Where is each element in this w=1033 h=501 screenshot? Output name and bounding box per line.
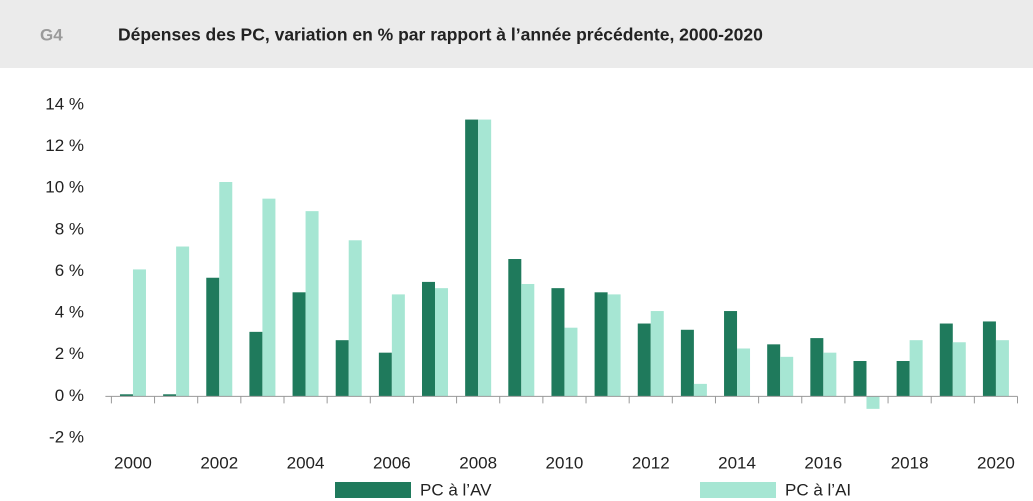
bar bbox=[564, 327, 578, 397]
bar bbox=[119, 394, 133, 397]
bar bbox=[810, 338, 824, 397]
bar bbox=[637, 323, 651, 397]
bar bbox=[551, 288, 565, 397]
bar bbox=[724, 311, 738, 397]
y-tick-label: 0 % bbox=[55, 386, 84, 405]
x-tick-label: 2014 bbox=[718, 453, 756, 472]
x-tick-label: 2016 bbox=[804, 453, 842, 472]
header-band bbox=[0, 0, 1033, 68]
bar bbox=[909, 340, 923, 397]
x-tick-label: 2006 bbox=[373, 453, 411, 472]
y-tick-label: 8 % bbox=[55, 219, 84, 238]
y-tick-label: 6 % bbox=[55, 261, 84, 280]
bar bbox=[465, 119, 479, 397]
figure-id: G4 bbox=[40, 25, 63, 44]
bar bbox=[478, 119, 492, 397]
y-tick-label: 12 % bbox=[45, 136, 84, 155]
bar bbox=[866, 396, 880, 409]
x-tick-label: 2018 bbox=[891, 453, 929, 472]
bar bbox=[952, 342, 966, 397]
y-tick-label: 10 % bbox=[45, 178, 84, 197]
y-tick-label: -2 % bbox=[49, 427, 84, 446]
bar bbox=[292, 292, 306, 397]
bar bbox=[650, 311, 664, 397]
bar bbox=[767, 344, 781, 397]
x-tick-label: 2002 bbox=[200, 453, 238, 472]
bar bbox=[780, 356, 794, 397]
bar bbox=[995, 340, 1009, 397]
bar bbox=[305, 211, 319, 397]
chart-title: Dépenses des PC, variation en % par rapp… bbox=[118, 25, 763, 45]
legend-label: PC à l’AI bbox=[785, 480, 851, 499]
bar bbox=[378, 352, 392, 397]
bar bbox=[132, 269, 146, 397]
bar bbox=[335, 340, 349, 397]
y-tick-label: 14 % bbox=[45, 94, 84, 113]
legend-swatch bbox=[700, 482, 776, 498]
bar bbox=[348, 240, 362, 397]
bar bbox=[391, 294, 405, 397]
bar bbox=[249, 331, 263, 397]
x-tick-label: 2004 bbox=[287, 453, 325, 472]
y-tick-label: 2 % bbox=[55, 344, 84, 363]
bar bbox=[680, 329, 694, 397]
bar bbox=[693, 383, 707, 397]
bar bbox=[737, 348, 751, 397]
y-tick-label: 4 % bbox=[55, 303, 84, 322]
x-tick-label: 2012 bbox=[632, 453, 670, 472]
bar bbox=[853, 360, 867, 397]
legend-swatch bbox=[335, 482, 411, 498]
legend-label: PC à l’AV bbox=[420, 480, 492, 499]
bar bbox=[982, 321, 996, 397]
x-tick-label: 2000 bbox=[114, 453, 152, 472]
bar bbox=[607, 294, 621, 397]
bar bbox=[422, 281, 436, 397]
bar bbox=[262, 198, 276, 397]
bar bbox=[896, 360, 910, 397]
x-tick-label: 2010 bbox=[546, 453, 584, 472]
x-tick-label: 2020 bbox=[977, 453, 1015, 472]
bar bbox=[176, 246, 190, 397]
bar bbox=[219, 182, 233, 397]
bar bbox=[206, 277, 220, 397]
bar bbox=[521, 283, 535, 397]
bar bbox=[163, 394, 177, 397]
x-tick-label: 2008 bbox=[459, 453, 497, 472]
bar bbox=[508, 259, 522, 397]
bar bbox=[939, 323, 953, 397]
bar bbox=[594, 292, 608, 397]
bar bbox=[435, 288, 449, 397]
bar bbox=[823, 352, 837, 397]
